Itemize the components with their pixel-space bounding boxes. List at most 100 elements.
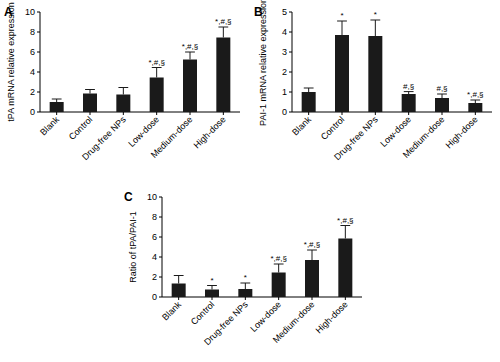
error-line (90, 90, 91, 94)
x-tick (56, 112, 57, 115)
panel: BPAI-1 mRNA relative expression012345**#… (254, 0, 492, 162)
error-line (345, 226, 346, 239)
x-tick-label: High-dose (444, 114, 480, 150)
significance-label: #,§ (436, 84, 447, 93)
x-tick-label: Low-dose (126, 114, 161, 149)
error-bar (437, 94, 447, 98)
error-cap (337, 21, 347, 22)
error-cap (207, 285, 217, 286)
error-cap (240, 283, 250, 284)
significance-label: *,#,§ (304, 240, 320, 249)
error-bar (52, 99, 62, 102)
significance-label: * (340, 11, 343, 20)
y-tick-label: 10 (25, 7, 35, 17)
x-tick (342, 112, 343, 115)
y-axis (40, 12, 41, 112)
error-cap (85, 89, 95, 90)
bar (368, 36, 382, 112)
error-cap (218, 27, 228, 28)
x-tick (375, 112, 376, 115)
x-tick-label: Medium-dose (149, 114, 195, 160)
figure: AtPA mRNA relative expression0246810*,#,… (0, 0, 500, 362)
x-tick-label: High-dose (192, 114, 228, 150)
significance-label: *,#,§ (215, 17, 231, 26)
bar (116, 95, 130, 113)
bars (172, 226, 353, 298)
error-line (442, 94, 443, 98)
error-cap (118, 87, 128, 88)
bar (172, 284, 186, 298)
x-tick-label: Blank (38, 114, 61, 137)
x-tick (475, 112, 476, 115)
error-cap (370, 20, 380, 21)
significance-label: *,#,§ (182, 42, 198, 51)
significance-label: * (374, 10, 377, 19)
error-line (375, 20, 376, 36)
y-axis-label: tPA mRNA relative expression (6, 2, 16, 121)
error-bar (185, 52, 195, 60)
x-tick (312, 297, 313, 300)
error-cap (437, 94, 447, 95)
y-tick-label: 2 (152, 272, 157, 282)
error-cap (52, 99, 62, 100)
x-axis (40, 112, 240, 113)
error-line (223, 27, 224, 38)
error-cap (304, 88, 314, 89)
y-tick-label: 8 (30, 27, 35, 37)
error-bar (85, 90, 95, 94)
y-tick-label: 2 (30, 87, 35, 97)
error-bar (152, 68, 162, 78)
y-tick-label: 0 (152, 292, 157, 302)
x-tick-label: Blank (160, 299, 183, 322)
error-line (312, 250, 313, 260)
panel: AtPA mRNA relative expression0246810*,#,… (4, 2, 240, 162)
x-tick (90, 112, 91, 115)
x-tick (345, 297, 346, 300)
error-bar (218, 27, 228, 38)
error-bar (337, 21, 347, 35)
error-cap (174, 275, 184, 276)
x-tick (190, 112, 191, 115)
x-tick-label: Medium-dose (401, 114, 447, 160)
x-tick (212, 297, 213, 300)
y-tick-label: 8 (152, 212, 157, 222)
error-bar (207, 286, 217, 290)
y-tick-label: 4 (152, 252, 157, 262)
error-line (308, 88, 309, 92)
error-cap (340, 225, 350, 226)
error-cap (152, 67, 162, 68)
error-line (342, 21, 343, 35)
x-tick (278, 297, 279, 300)
y-tick-label: 4 (30, 67, 35, 77)
error-bar (274, 264, 284, 273)
error-line (123, 88, 124, 95)
error-cap (274, 264, 284, 265)
error-line (178, 276, 179, 284)
error-line (278, 264, 279, 273)
bar (150, 78, 164, 113)
bar (302, 92, 316, 112)
error-bar (307, 250, 317, 260)
y-axis-label: PAI-1 mRNA relative expression (258, 0, 268, 126)
x-tick-label: Medium-dose (271, 299, 317, 345)
bar (468, 103, 482, 112)
bar (238, 289, 252, 297)
error-bar (118, 88, 128, 95)
bars (50, 27, 231, 112)
panel-letter: C (124, 190, 133, 204)
error-bar (470, 100, 480, 103)
y-tick-label: 2 (282, 67, 287, 77)
x-tick-label: Control (189, 299, 217, 327)
x-tick-label: High-dose (314, 299, 350, 335)
x-tick (178, 297, 179, 300)
x-tick-label: Control (67, 114, 95, 142)
x-axis (162, 297, 362, 298)
x-tick-label: Drug-free NPs (332, 114, 380, 162)
y-tick-label: 6 (30, 47, 35, 57)
significance-label: *,#,§ (148, 58, 164, 67)
bars (302, 20, 483, 112)
bar (402, 94, 416, 112)
error-cap (404, 91, 414, 92)
error-line (212, 286, 213, 290)
y-tick-label: 6 (152, 232, 157, 242)
